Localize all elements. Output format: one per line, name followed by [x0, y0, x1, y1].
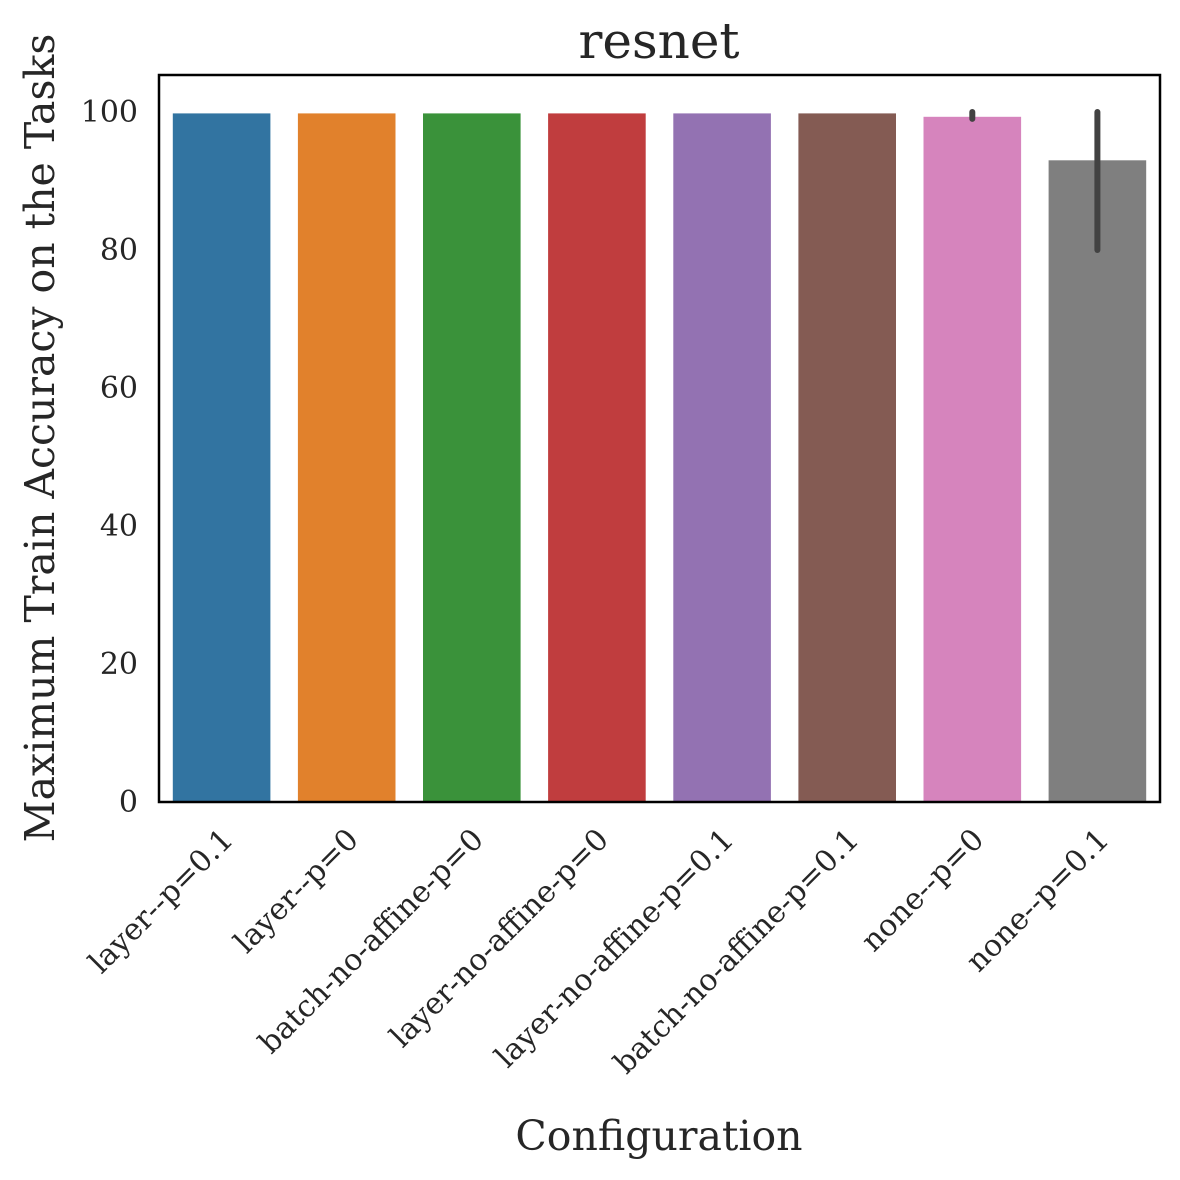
bar-none--p=0.1 [1048, 160, 1147, 803]
x-tick-label-layer-no-affine-p=0: layer-no-affine-p=0 [383, 822, 615, 1054]
x-axis-ticks: layer--p=0.1layer--p=0batch-no-affine-p=… [82, 822, 1116, 1081]
x-axis-label: Configuration [515, 1112, 802, 1160]
y-tick-label-40: 40 [100, 509, 138, 544]
x-tick-label-none--p=0: none--p=0 [855, 822, 992, 959]
x-tick-label-layer-no-affine-p=0.1: layer-no-affine-p=0.1 [488, 822, 741, 1075]
y-tick-label-0: 0 [119, 785, 138, 820]
y-tick-label-60: 60 [100, 371, 138, 406]
y-tick-label-20: 20 [100, 647, 138, 682]
y-axis-ticks: 0 20 40 60 80 100 [81, 95, 138, 820]
bar-layer--p=0.1 [172, 113, 271, 802]
bar-batch-no-affine-p=0.1 [798, 113, 896, 802]
chart-title: resnet [578, 12, 739, 70]
x-tick-label-layer--p=0: layer--p=0 [228, 822, 366, 960]
x-tick-label-batch-no-affine-p=0: batch-no-affine-p=0 [252, 822, 491, 1061]
bar-layer-no-affine-p=0 [548, 113, 646, 802]
plot-area [172, 109, 1147, 803]
plot-frame [157, 73, 1162, 804]
bar-layer--p=0 [297, 113, 396, 802]
y-tick-label-100: 100 [81, 95, 138, 130]
bar-layer-no-affine-p=0.1 [673, 113, 771, 802]
bar-batch-no-affine-p=0 [423, 113, 521, 802]
x-tick-label-layer--p=0.1: layer--p=0.1 [82, 822, 240, 980]
y-axis-label: Maximum Train Accuracy on the Tasks [16, 34, 64, 843]
x-tick-label-batch-no-affine-p=0.1: batch-no-affine-p=0.1 [607, 822, 866, 1081]
y-tick-label-80: 80 [100, 233, 138, 268]
bar-none--p=0 [923, 116, 1022, 803]
